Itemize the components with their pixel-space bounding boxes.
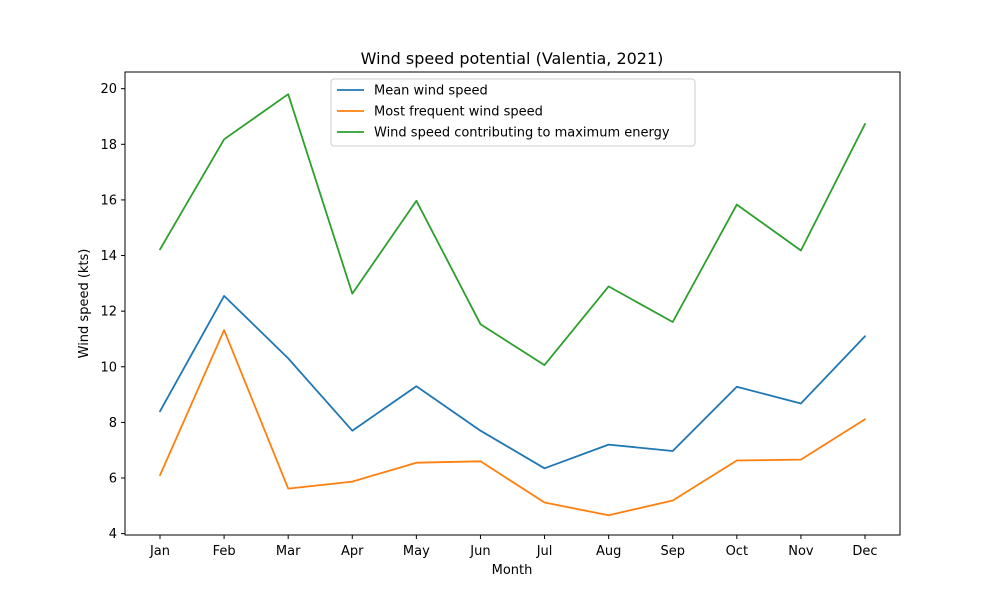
y-tick-label: 18 <box>100 138 117 153</box>
x-axis-ticks: Jan Feb Mar Apr May Jun Jul Aug Sep Oct Nov Dec <box>149 535 878 559</box>
legend-entry-label: Most frequent wind speed <box>374 105 543 120</box>
x-tick-label: Oct <box>726 544 748 559</box>
y-tick-label: 4 <box>109 527 117 542</box>
x-tick-label: Mar <box>276 544 301 559</box>
y-tick-label: 10 <box>100 360 117 375</box>
series-line-1 <box>159 294 866 470</box>
y-tick-label: 12 <box>100 305 117 320</box>
y-tick-label: 20 <box>100 82 117 97</box>
y-axis-label: Wind speed (kts) <box>77 249 92 359</box>
x-tick-label: May <box>403 544 430 559</box>
series-line-3 <box>159 93 866 367</box>
y-tick-label: 6 <box>109 471 117 486</box>
x-tick-label: Aug <box>596 544 621 559</box>
x-tick-label: Nov <box>788 544 814 559</box>
y-tick-label: 14 <box>100 249 117 264</box>
x-tick-label: Jun <box>469 544 490 559</box>
x-tick-label: Feb <box>213 544 236 559</box>
y-tick-label: 16 <box>100 193 117 208</box>
legend-entry-label: Wind speed contributing to maximum energ… <box>374 126 670 141</box>
x-tick-label: Jul <box>536 544 553 559</box>
plot-frame <box>124 71 901 536</box>
x-tick-label: Sep <box>660 544 685 559</box>
y-tick-label: 8 <box>109 416 117 431</box>
series-line-2 <box>159 329 866 517</box>
x-tick-label: Jan <box>149 544 170 559</box>
chart-title: Wind speed potential (Valentia, 2021) <box>361 49 664 68</box>
legend-entry-label: Mean wind speed <box>374 84 488 99</box>
series-layer <box>159 93 866 517</box>
legend: Mean wind speed Most frequent wind speed W… <box>330 78 696 147</box>
y-axis-ticks: 4 6 8 10 12 14 16 18 20 <box>100 82 125 542</box>
x-tick-label: Apr <box>341 544 364 559</box>
legend-box <box>330 78 696 147</box>
x-axis-label: Month <box>492 563 533 578</box>
x-tick-label: Dec <box>852 544 877 559</box>
